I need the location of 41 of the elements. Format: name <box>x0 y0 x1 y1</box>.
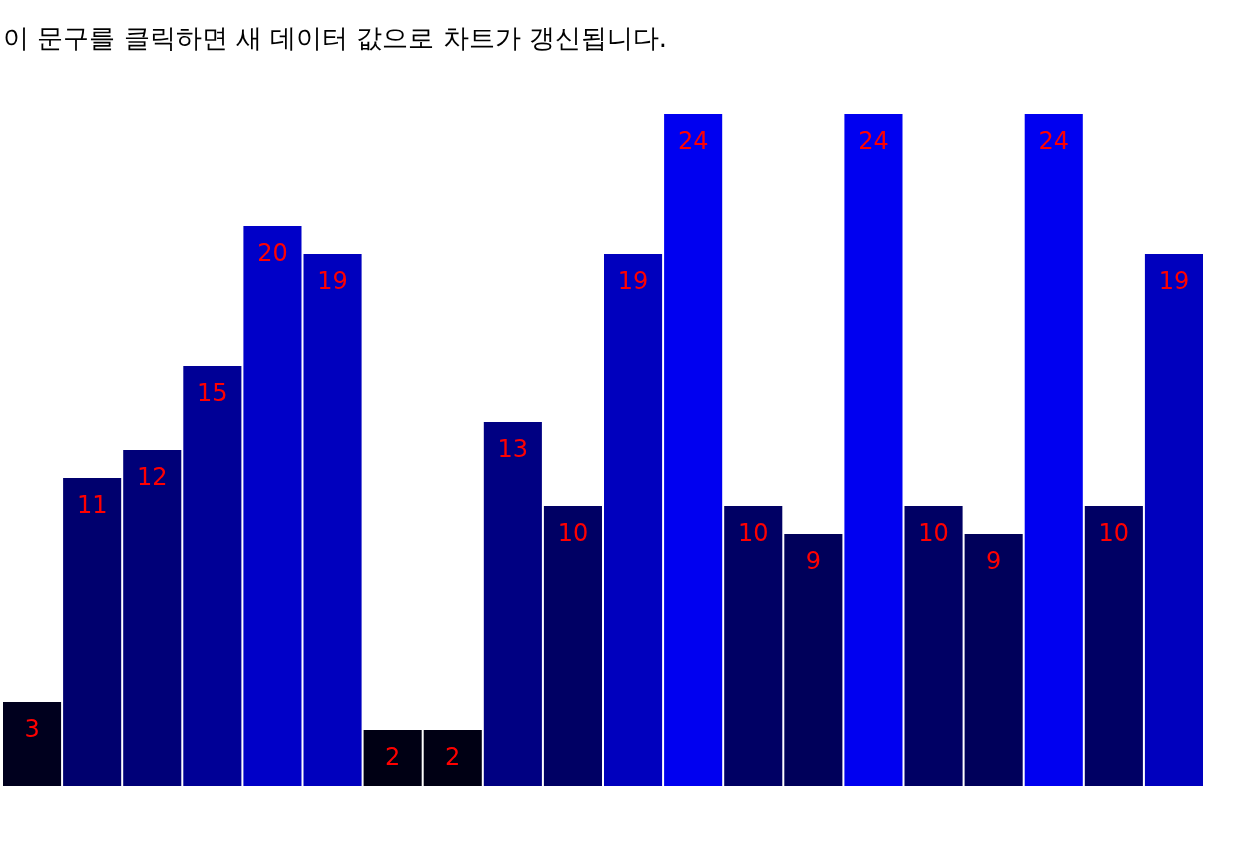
data-label: 12 <box>136 463 168 491</box>
data-label: 9 <box>986 547 1002 575</box>
bar <box>123 450 182 786</box>
bar <box>1084 506 1143 786</box>
bar <box>3 702 62 786</box>
data-label: 20 <box>257 239 288 267</box>
bar <box>784 534 843 786</box>
data-label: 3 <box>24 715 40 743</box>
bar <box>1144 254 1203 786</box>
bar <box>63 478 122 786</box>
data-label: 9 <box>805 547 821 575</box>
bar <box>904 506 963 786</box>
bar <box>604 254 663 786</box>
data-label: 19 <box>317 267 348 295</box>
bar <box>483 422 542 786</box>
data-label: 19 <box>617 267 649 295</box>
data-label: 10 <box>737 519 769 547</box>
data-label: 11 <box>76 491 108 519</box>
chart-title: 이 문구를 클릭하면 새 데이터 값으로 차트가 갱신됩니다. <box>3 23 668 53</box>
data-label: 15 <box>197 379 228 407</box>
data-label: 2 <box>445 743 461 771</box>
bar <box>543 506 602 786</box>
bar <box>664 114 723 786</box>
data-label: 2 <box>385 743 401 771</box>
bar <box>303 254 362 786</box>
bar <box>724 506 783 786</box>
bar <box>363 730 422 786</box>
data-label: 24 <box>1038 127 1070 155</box>
data-label: 24 <box>677 127 709 155</box>
bar <box>183 366 242 786</box>
bar <box>243 226 302 786</box>
data-label: 24 <box>858 127 889 155</box>
bar <box>423 730 482 786</box>
data-label: 10 <box>1098 519 1130 547</box>
data-label: 13 <box>497 435 529 463</box>
bar <box>1024 114 1083 786</box>
data-label: 10 <box>557 519 589 547</box>
data-label: 10 <box>918 519 949 547</box>
data-label: 19 <box>1158 267 1190 295</box>
bar <box>964 534 1023 786</box>
bar <box>844 114 903 786</box>
